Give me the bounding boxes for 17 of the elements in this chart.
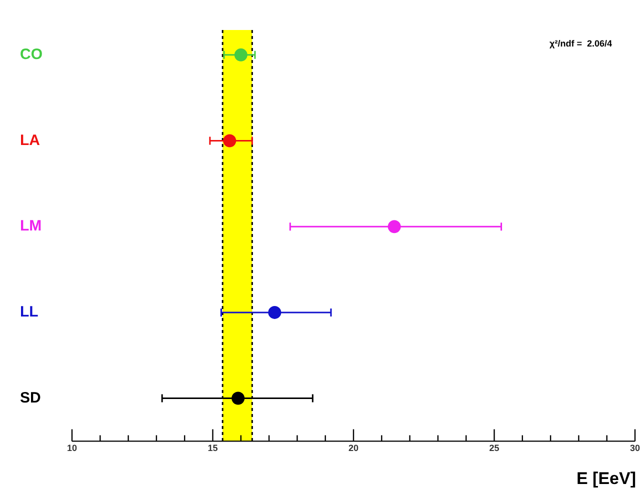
x-tick-label: 30 [630,443,640,454]
point [232,392,245,405]
point [388,220,401,234]
x-tick-label: 10 [66,443,78,454]
y-tick-label: LM [20,218,42,235]
y-tick-label: SD [20,389,42,406]
x-tick-label: 20 [348,443,359,454]
point [223,134,236,148]
x-tick-label: 15 [208,443,218,454]
y-tick-label: LA [20,132,40,149]
x-axis-title: E [EeV] [576,469,636,488]
y-tick-label: CO [20,46,43,64]
x-tick-label: 25 [489,443,500,454]
annotation: χ²/ndf = 2.06/4 [550,38,612,48]
y-tick-label: LL [20,304,38,321]
point [268,306,282,319]
point [234,48,248,62]
